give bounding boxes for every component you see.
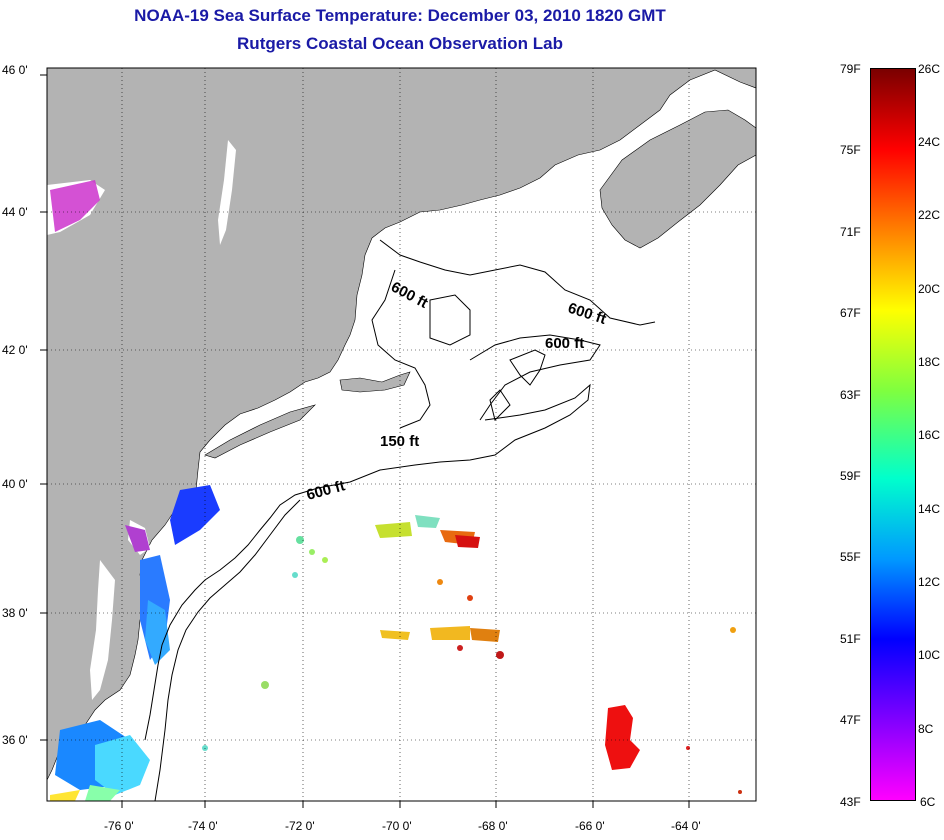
temperature-colorbar (870, 68, 916, 801)
depth-label: 150 ft (380, 433, 419, 450)
lat-label: 44 0' (2, 205, 28, 219)
lon-label: -70 0' (382, 819, 412, 833)
lon-label: -68 0' (478, 819, 508, 833)
colorbar-c-label: 20C (918, 282, 941, 296)
colorbar-c-label: 16C (918, 428, 941, 442)
colorbar-c-label: 24C (918, 135, 941, 149)
colorbar-c-label: 22C (918, 208, 941, 222)
colorbar-c-label: 14C (918, 502, 941, 516)
water-lake-champlain (218, 140, 236, 245)
colorbar-c-label: 10C (918, 648, 941, 662)
bathymetry-contours (144, 239, 656, 801)
lon-label: -64 0' (671, 819, 701, 833)
colorbar-f-label: 55F (840, 550, 861, 564)
colorbar-f-label: 67F (840, 306, 861, 320)
colorbar-f-label: 71F (840, 225, 861, 239)
map-frame (46, 67, 757, 802)
colorbar-f-label: 63F (840, 388, 861, 402)
colorbar-f-label: 51F (840, 632, 861, 646)
land-long-island (204, 404, 317, 459)
lat-label: 36 0' (2, 733, 28, 747)
colorbar-f-label: 79F (840, 62, 861, 76)
colorbar-c-label: 8C (918, 722, 934, 736)
lon-label: -66 0' (575, 819, 605, 833)
colorbar-f-label: 75F (840, 143, 861, 157)
lat-label: 40 0' (2, 477, 28, 491)
colorbar-c-label: 18C (918, 355, 941, 369)
axis-ticks (40, 74, 690, 808)
lat-label: 38 0' (2, 606, 28, 620)
map-title: NOAA-19 Sea Surface Temperature: Decembe… (134, 6, 666, 25)
land-mainland (47, 68, 756, 781)
colorbar-f-label: 43F (840, 795, 861, 809)
land-cape-cod (339, 371, 411, 393)
lon-label: -76 0' (104, 819, 134, 833)
colorbar-c-label: 6C (920, 795, 936, 809)
map-subtitle: Rutgers Coastal Ocean Observation Lab (237, 34, 563, 53)
colorbar-f-label: 47F (840, 713, 861, 727)
colorbar-f-label: 59F (840, 469, 861, 483)
lon-label: -74 0' (188, 819, 218, 833)
lat-label: 42 0' (2, 343, 28, 357)
sst-patches (50, 180, 742, 801)
colorbar-c-label: 12C (918, 575, 941, 589)
lat-label: 46 0' (2, 63, 28, 77)
lon-label: -72 0' (285, 819, 315, 833)
land-nova-scotia (599, 109, 756, 249)
colorbar-c-label: 26C (918, 62, 941, 76)
depth-label: 600 ft (545, 335, 584, 352)
water-chesapeake-bay (90, 560, 115, 700)
